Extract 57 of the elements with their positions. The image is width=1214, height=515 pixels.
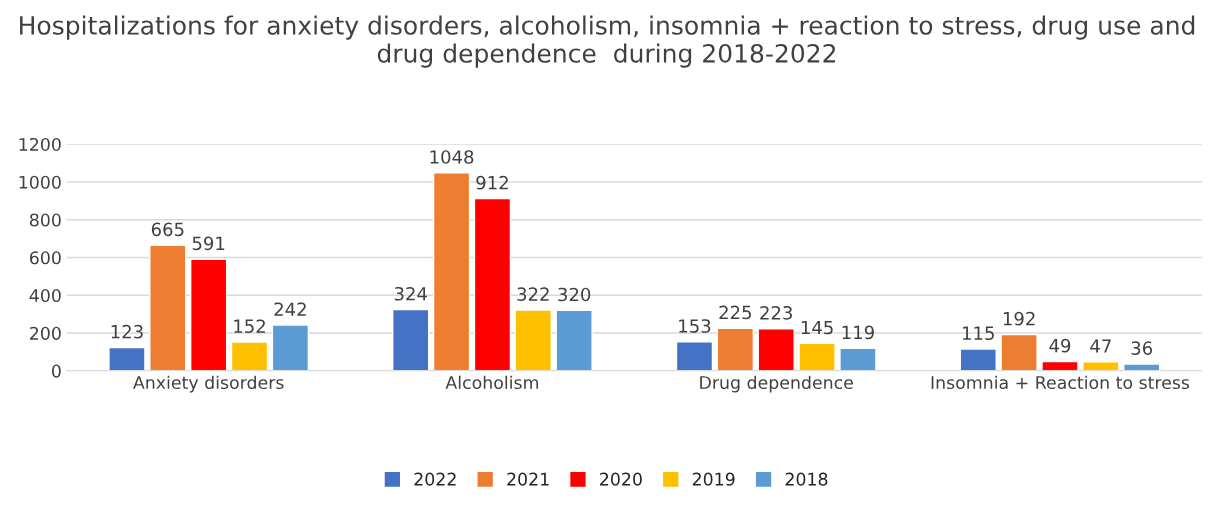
- data-label: 912: [476, 175, 508, 190]
- data-label: 320: [558, 287, 591, 302]
- y-tick-label: 1200: [19, 137, 61, 152]
- data-label: 119: [842, 325, 874, 340]
- bar: [1082, 361, 1120, 371]
- data-label: 591: [192, 236, 225, 251]
- x-tick-label: Insomnia + Reaction to stress: [931, 375, 1190, 390]
- data-label: 152: [234, 319, 265, 334]
- legend-label: 2019: [692, 472, 735, 486]
- data-label: 36: [1131, 341, 1153, 355]
- legend-label: 2022: [414, 472, 456, 486]
- x-tick-label: Drug dependence: [700, 375, 853, 393]
- y-tick-label: 800: [29, 213, 61, 227]
- data-label: 665: [151, 222, 184, 237]
- bar: [555, 309, 593, 371]
- bar: [271, 324, 310, 371]
- data-label: 242: [274, 302, 306, 316]
- data-label: 115: [963, 326, 994, 341]
- bar: [757, 327, 795, 371]
- data-label: 123: [111, 324, 143, 339]
- bar: [149, 244, 187, 371]
- bar: [392, 308, 430, 371]
- bar: [473, 197, 512, 371]
- data-label: 1048: [430, 150, 474, 164]
- legend-label: 2020: [600, 472, 642, 486]
- bar: [108, 346, 146, 371]
- y-tick-label: 600: [29, 251, 61, 265]
- bar: [230, 341, 269, 371]
- data-label: 225: [719, 305, 751, 320]
- bar: [839, 347, 877, 371]
- y-tick-label: 0: [52, 364, 61, 378]
- data-label: 324: [394, 286, 427, 301]
- data-label: 47: [1090, 339, 1111, 353]
- bar: [798, 342, 836, 371]
- bar: [716, 327, 755, 371]
- y-tick-label: 200: [30, 326, 61, 340]
- legend-label: 2021: [507, 472, 549, 486]
- data-label: 145: [801, 320, 833, 335]
- x-tick-label: Alcoholism: [445, 375, 538, 390]
- data-label: 192: [1003, 311, 1035, 326]
- y-tick-label: 1000: [19, 175, 61, 189]
- bar: [1000, 333, 1038, 371]
- bar: [432, 172, 471, 371]
- y-tick-label: 400: [29, 288, 61, 303]
- data-label: 322: [517, 287, 549, 301]
- legend-label: 2018: [785, 472, 828, 486]
- bar: [675, 341, 714, 371]
- data-label: 223: [760, 305, 792, 320]
- x-tick-label: Anxiety disorders: [133, 375, 284, 393]
- chart-title: Hospitalizations for anxiety disorders, alcoholism, insomnia + reaction to stress, drug use and drug dependence during 2018-2022: [20, 15, 1195, 68]
- bar: [959, 348, 997, 371]
- bar: [1123, 363, 1161, 371]
- bar: [514, 309, 552, 371]
- bar: [1041, 360, 1079, 371]
- bar: [189, 258, 228, 371]
- data-label: 49: [1049, 338, 1071, 353]
- data-label: 153: [679, 319, 711, 333]
